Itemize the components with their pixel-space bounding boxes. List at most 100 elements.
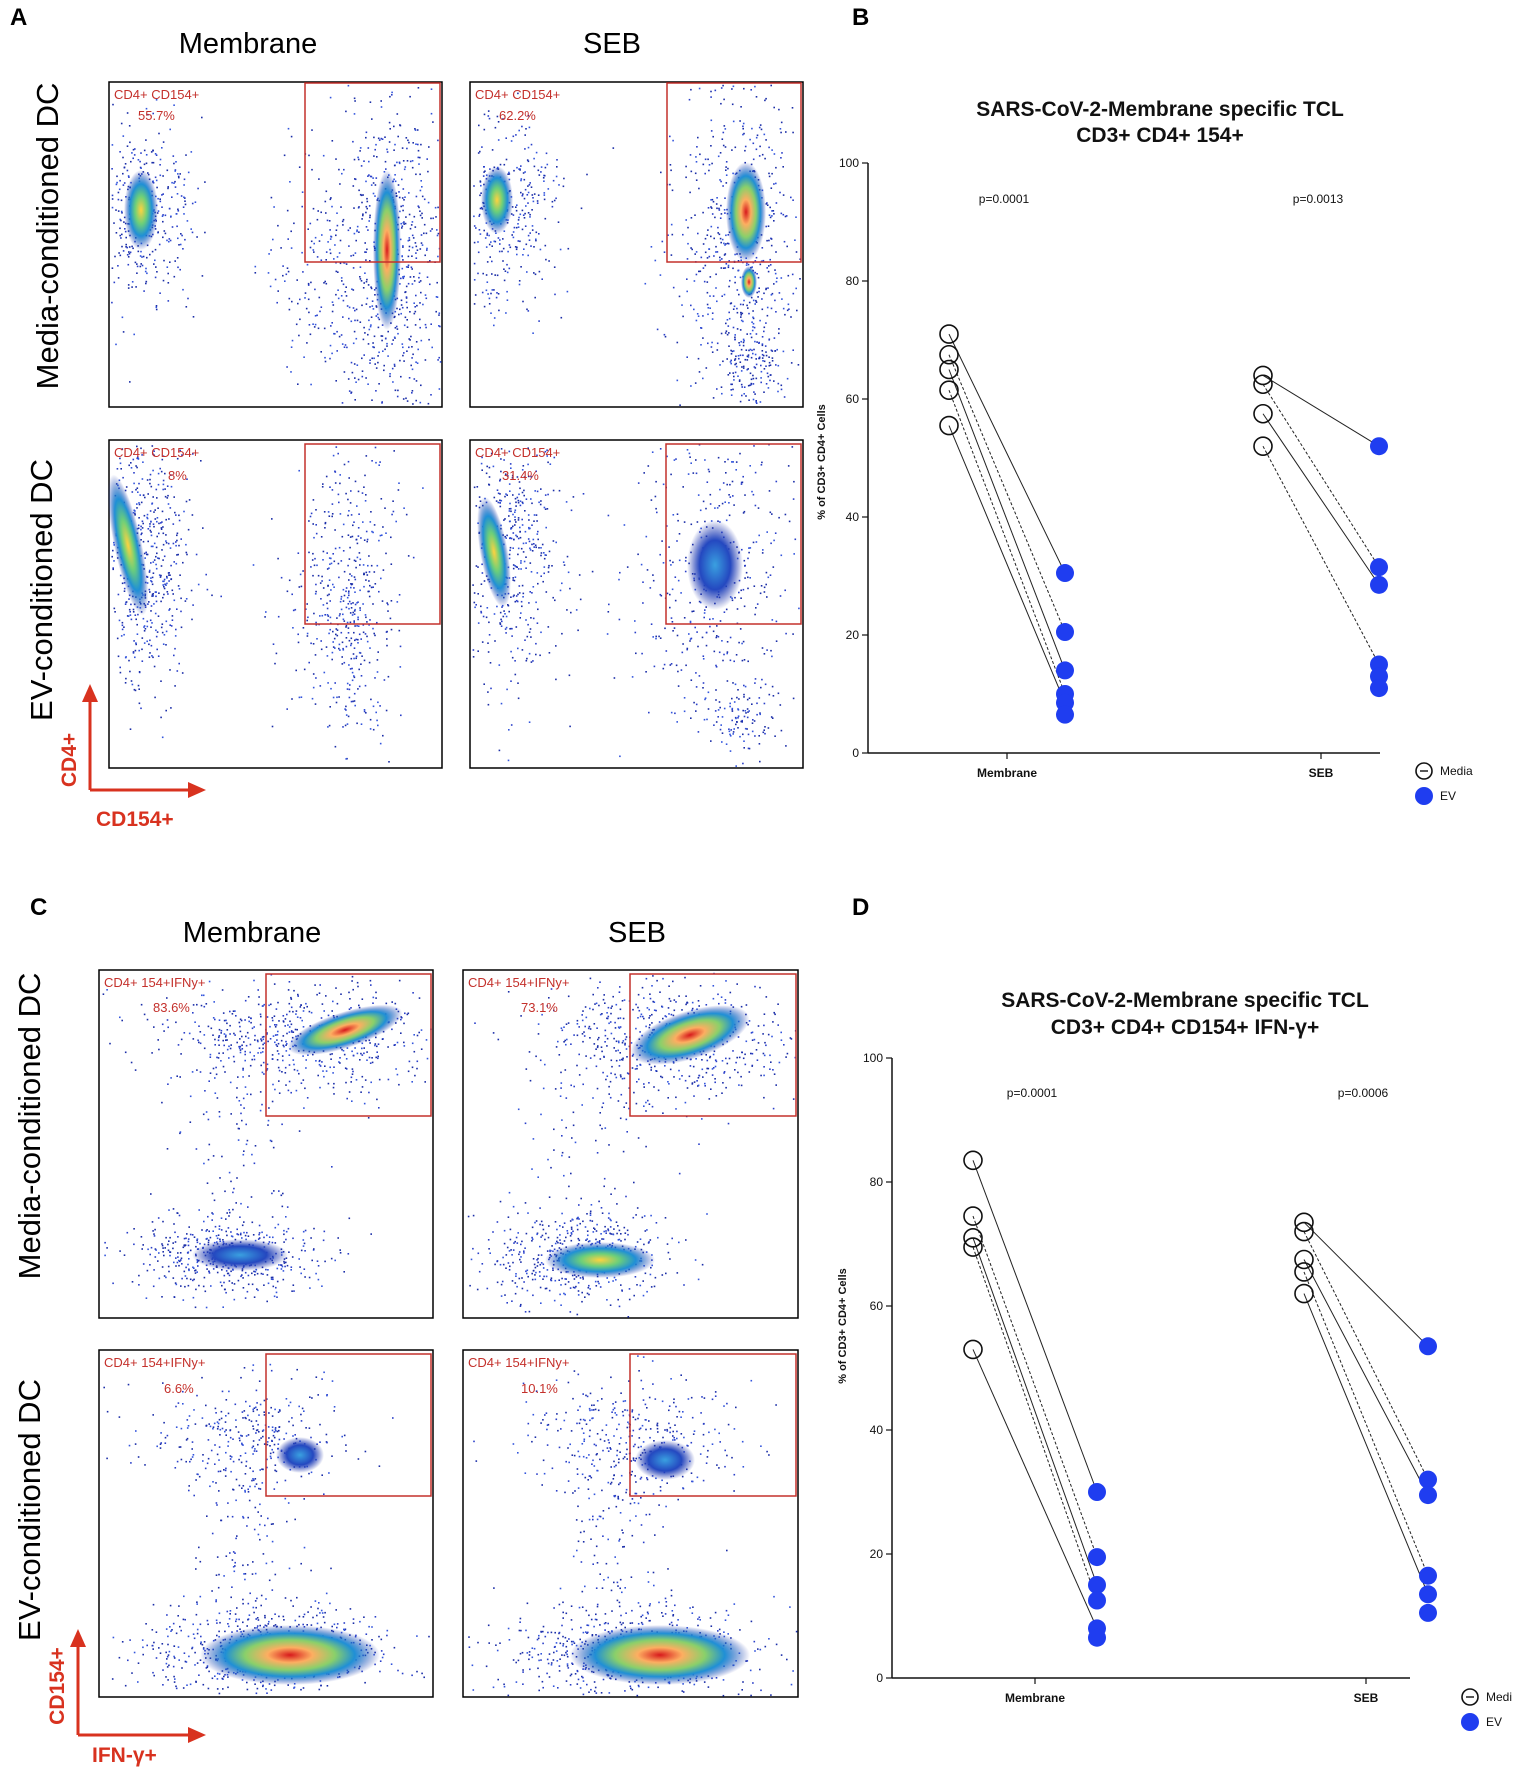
cloud-dot [193, 1278, 195, 1281]
cloud-dot [575, 609, 578, 611]
cloud-dot [362, 287, 365, 289]
cloud-dot [368, 1056, 371, 1059]
cloud-dot [669, 593, 671, 596]
cloud-dot [634, 631, 637, 634]
cloud-dot [326, 568, 329, 570]
cloud-dot [119, 218, 121, 221]
cloud-dot [183, 196, 185, 199]
cloud-dot [218, 1228, 221, 1230]
cloud-dot [176, 554, 178, 556]
cloud-dot [161, 510, 164, 513]
cloud-dot [174, 1231, 176, 1234]
cloud-dot [699, 270, 702, 273]
cloud-dot [773, 213, 775, 215]
cloud-dot [167, 187, 169, 190]
cloud-dot [438, 325, 440, 327]
cloud-dot [295, 1089, 298, 1092]
cloud-dot [165, 620, 168, 623]
cloud-dot [729, 705, 731, 708]
cloud-dot [306, 632, 309, 635]
cloud-dot [361, 1047, 363, 1050]
cloud-dot [716, 207, 718, 210]
cloud-dot [202, 994, 205, 997]
cloud-dot [403, 352, 405, 354]
cloud-dot [314, 236, 317, 239]
cloud-dot [318, 1063, 321, 1066]
cloud-dot [365, 712, 367, 714]
cloud-dot [120, 199, 123, 202]
cloud-dot [172, 542, 175, 545]
cloud-dot [106, 989, 108, 991]
cloud-dot [758, 155, 761, 157]
cloud-dot [715, 689, 717, 691]
cloud-dot [340, 334, 343, 336]
cloud-dot [754, 735, 756, 737]
cloud-dot [353, 700, 356, 702]
cloud-dot [710, 235, 712, 238]
cloud-dot [247, 1037, 250, 1039]
cloud-dot [490, 241, 492, 243]
cloud-dot [738, 357, 740, 360]
cloud-dot [549, 463, 552, 465]
cloud-dot [136, 265, 139, 268]
cloud-dot [152, 496, 154, 498]
cloud-dot [502, 247, 505, 250]
cloud-dot [515, 505, 517, 507]
cloud-dot [426, 1057, 429, 1060]
cloud-dot [369, 325, 372, 328]
cloud-dot [753, 391, 755, 393]
cloud-dot [352, 700, 354, 703]
cloud-dot [765, 287, 767, 290]
cloud-dot [516, 166, 518, 169]
cloud-dot [258, 1047, 261, 1049]
cloud-dot [362, 521, 364, 523]
cloud-dot [548, 550, 551, 553]
cloud-dot [794, 239, 796, 241]
cloud-dot [535, 151, 538, 154]
cloud-dot [254, 1039, 256, 1041]
cloud-dot [415, 173, 417, 176]
cloud-dot [134, 512, 136, 515]
cloud-dot [357, 616, 359, 619]
cloud-dot [132, 651, 135, 653]
cloud-dot [313, 251, 315, 253]
cloud-dot [514, 600, 517, 603]
cloud-dot [150, 1193, 152, 1195]
cloud-dot [535, 239, 537, 242]
cloud-dot [135, 465, 137, 467]
cloud-dot [171, 615, 174, 617]
cloud-dot [499, 243, 501, 245]
cloud-dot [119, 234, 121, 237]
cloud-dot [291, 300, 293, 303]
cloud-dot [766, 239, 768, 242]
cloud-dot [525, 128, 527, 130]
cloud-dot [126, 112, 129, 114]
cloud-dot [758, 357, 761, 360]
cloud-dot [217, 1234, 220, 1236]
cloud-dot [770, 238, 773, 240]
cloud-dot [321, 1003, 324, 1005]
cloud-dot [780, 729, 783, 732]
cloud-dot [184, 1285, 186, 1288]
cloud-dot [363, 585, 365, 588]
cloud-dot [260, 1038, 262, 1040]
cloud-dot [508, 729, 510, 731]
cloud-dot [724, 461, 726, 463]
cloud-dot [355, 239, 357, 242]
cloud-dot [360, 1091, 362, 1093]
cloud-dot [345, 645, 348, 648]
cloud-dot [519, 526, 521, 529]
cloud-dot [769, 511, 772, 514]
gate-value: 55.7% [138, 108, 175, 123]
cloud-dot [111, 194, 114, 197]
cloud-dot [153, 454, 155, 457]
cloud-dot [517, 517, 520, 519]
cloud-dot [178, 1214, 181, 1217]
cloud-dot [332, 553, 334, 555]
cloud-dot [746, 355, 749, 358]
cloud-dot [166, 169, 169, 172]
cloud-dot [726, 483, 728, 486]
cloud-dot [720, 241, 722, 244]
cloud-dot [623, 524, 626, 526]
cloud-dot [144, 270, 147, 273]
